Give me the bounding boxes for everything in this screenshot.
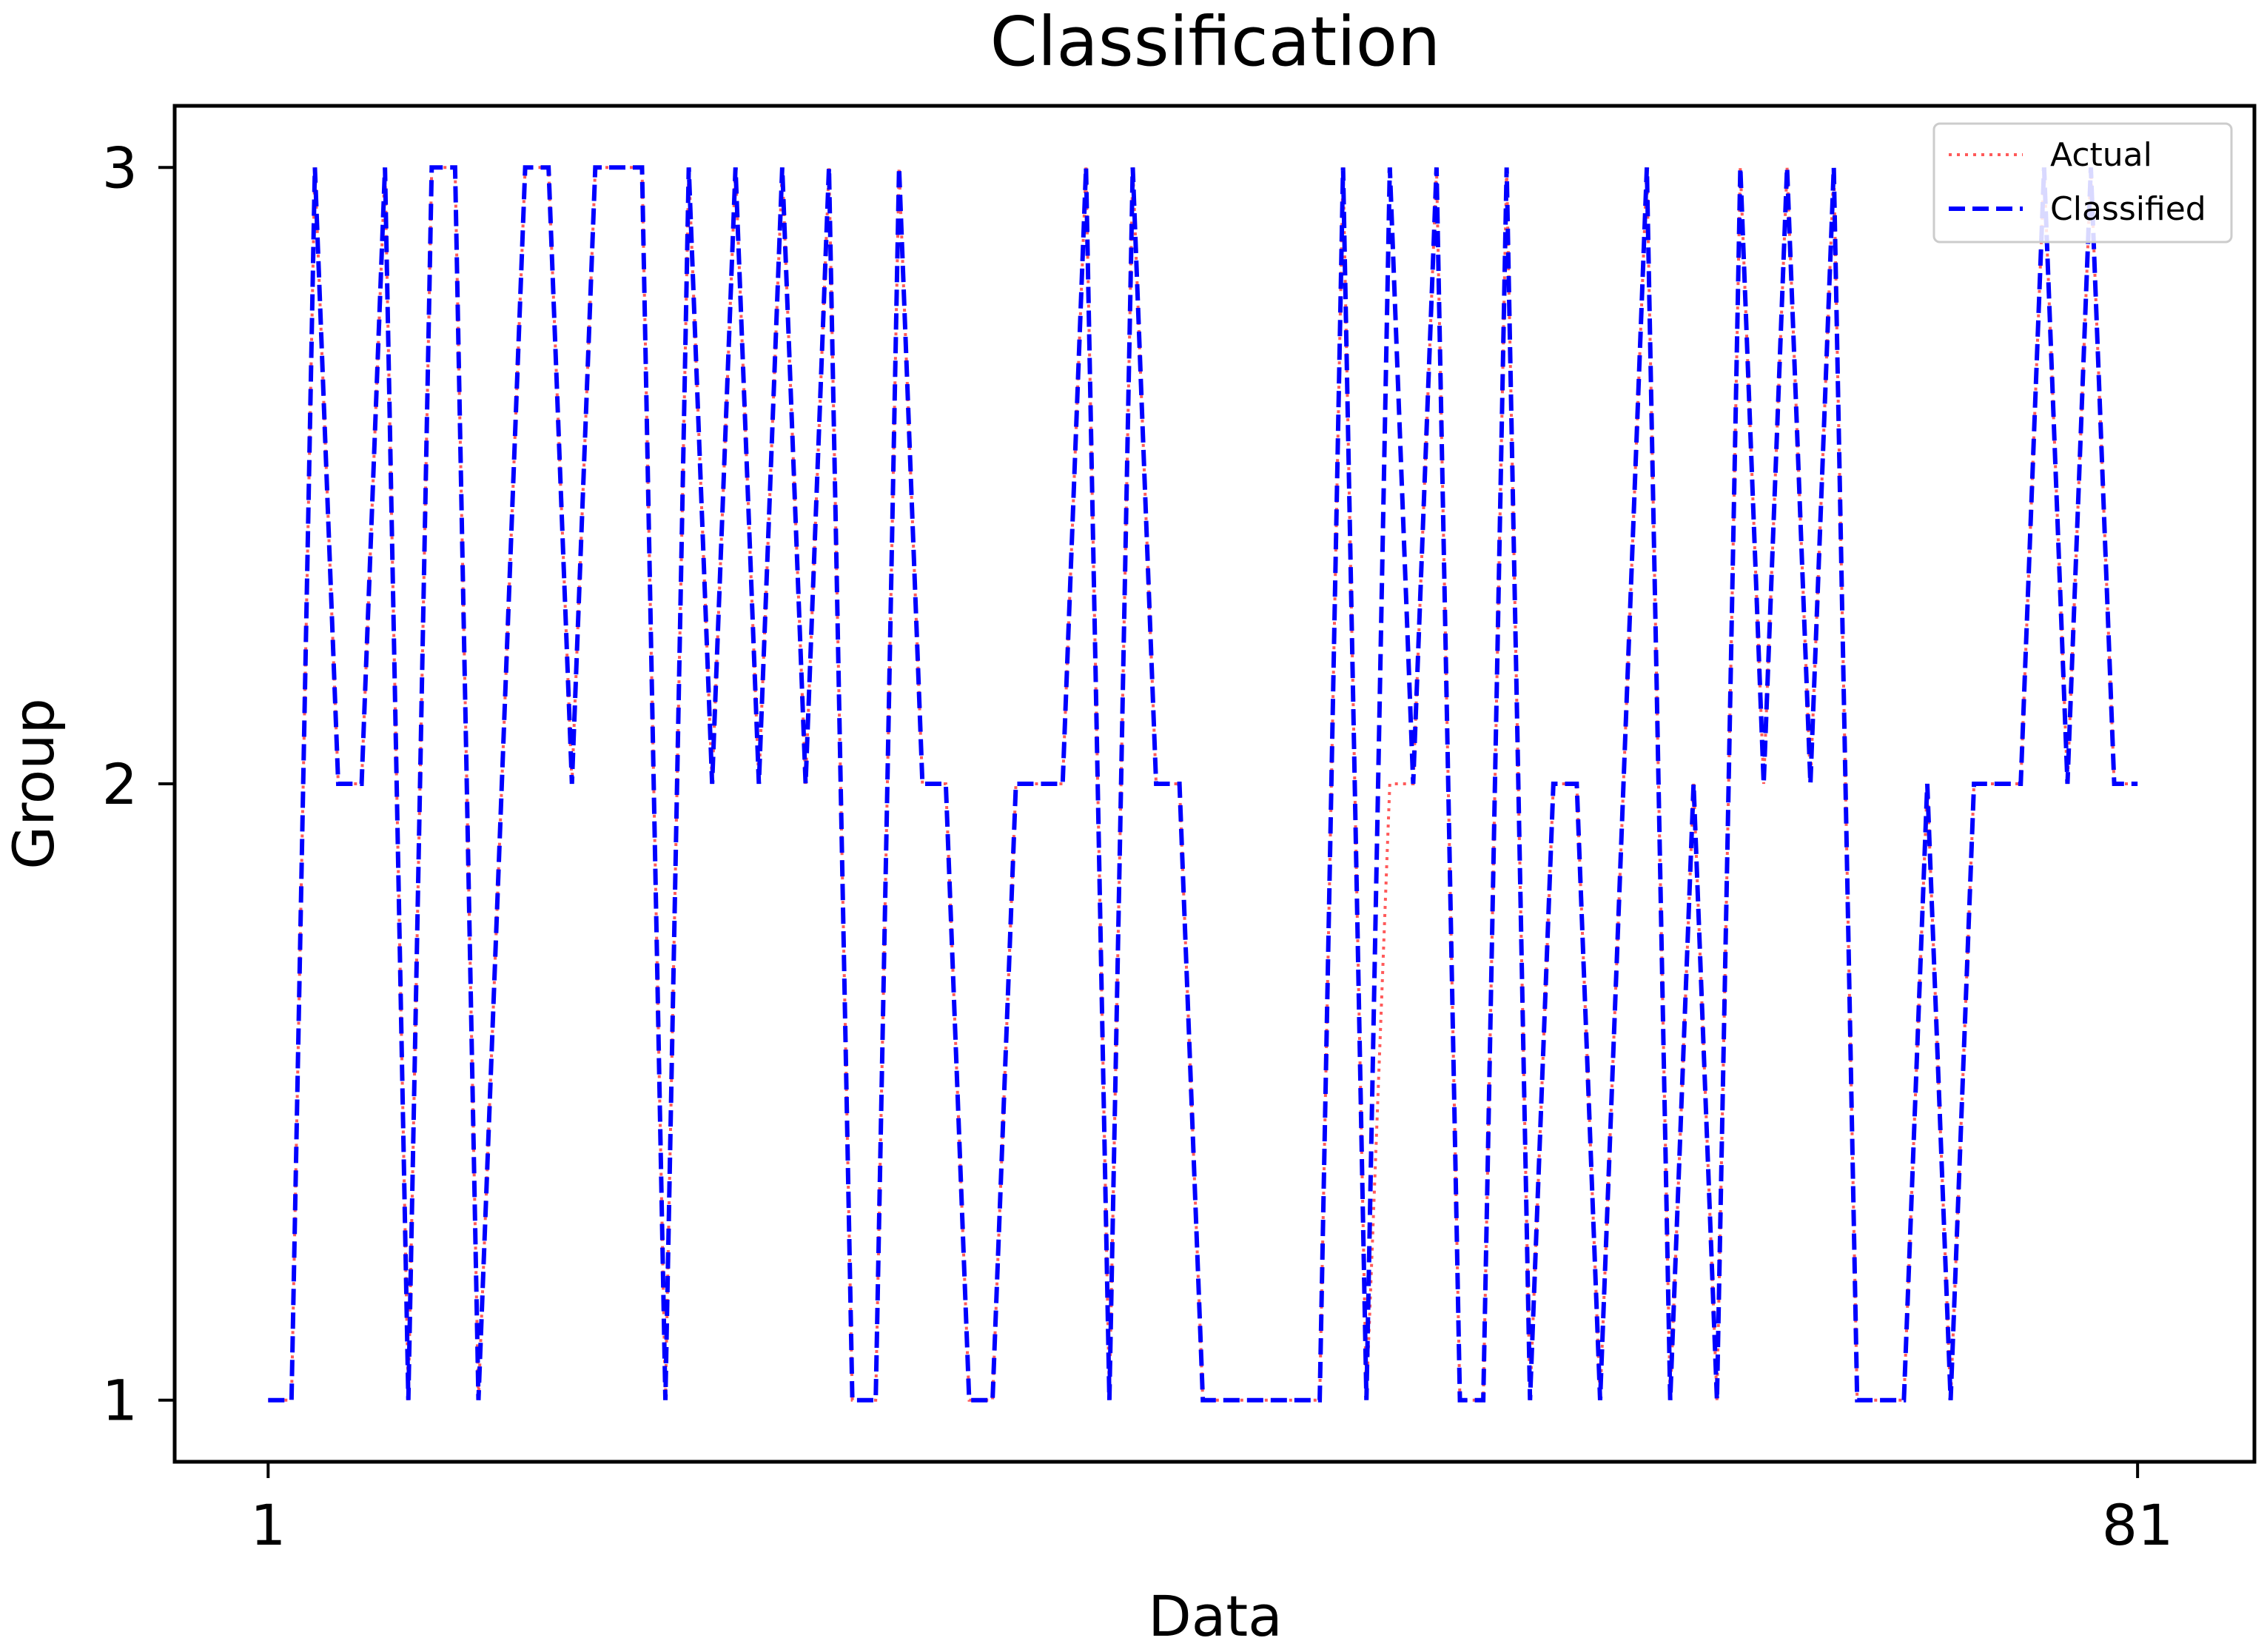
y-axis-label: Group <box>1 698 67 869</box>
x-axis-ticks: 1 81 <box>250 1462 2173 1558</box>
y-tick-label: 1 <box>102 1368 138 1434</box>
x-axis-label: Data <box>1148 1583 1282 1649</box>
y-tick-label: 2 <box>102 751 138 817</box>
chart-title: Classification <box>990 2 1441 81</box>
plot-area-frame <box>172 104 2257 1464</box>
legend-label-classified: Classified <box>2050 190 2206 228</box>
series-line-actual <box>268 166 2138 1402</box>
y-tick-label: 3 <box>102 135 138 201</box>
legend: Actual Classified <box>1932 122 2233 244</box>
legend-label-actual: Actual <box>2050 136 2152 174</box>
x-tick-label: 81 <box>2102 1492 2174 1558</box>
series-layer <box>268 165 2138 1403</box>
x-tick-label: 1 <box>250 1492 286 1558</box>
y-axis-ticks: 1 2 3 <box>102 135 175 1434</box>
series-line-classified <box>268 165 2138 1403</box>
